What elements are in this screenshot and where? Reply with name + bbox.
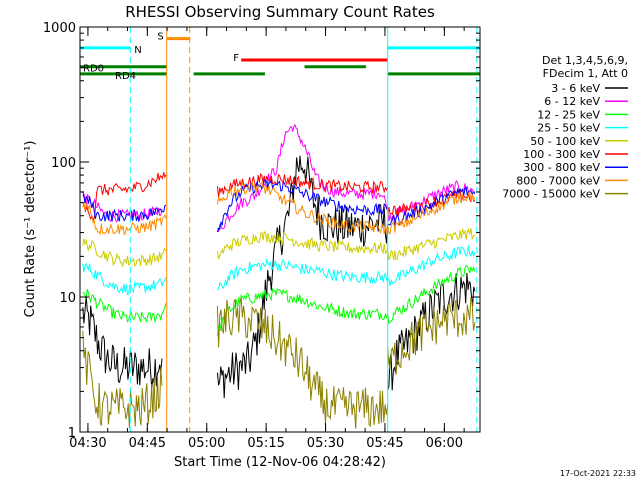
x-tick-label-1: 04:45	[129, 436, 166, 451]
series-50-100-kev-segment-2	[387, 227, 476, 261]
annotation-rd4-label: RD4	[115, 71, 136, 82]
legend-header-1: FDecim 1, Att 0	[543, 67, 628, 80]
x-tick-label-6: 06:00	[426, 436, 463, 451]
x-tick-label-4: 05:30	[307, 436, 344, 451]
annotation-layer: N S F RD0 RD4	[80, 27, 480, 432]
series-12-25-kev-segment-0	[82, 289, 167, 324]
x-tick-label-3: 05:15	[247, 436, 284, 451]
legend-label-100-300-kev: 100 - 300 keV	[523, 148, 600, 161]
series-12-25-kev-segment-1	[216, 288, 389, 336]
chart-title: RHESSI Observing Summary Count Rates	[125, 3, 435, 21]
axes: 04:30 04:45 05:00 05:15 05:30 05:45 06:00 1 10 10…	[23, 21, 481, 451]
series-50-100-kev-segment-0	[82, 238, 167, 268]
annotation-f-label: F	[233, 53, 239, 64]
y-tick-label-0: 1	[68, 426, 76, 441]
x-axis-label: Start Time (12-Nov-06 04:28:42)	[174, 455, 386, 470]
series-7000-15000-kev-segment-0	[82, 330, 163, 428]
series-3-6-kev-segment-0	[82, 295, 163, 389]
plot-area	[82, 123, 476, 429]
series-3-6-kev-segment-1	[216, 155, 389, 399]
series-6-12-kev-segment-1	[216, 123, 389, 233]
plot-frame	[79, 26, 481, 433]
y-tick-label-1: 10	[59, 291, 76, 306]
y-axis-label: Count Rate (s⁻¹ detector⁻¹)	[23, 141, 38, 318]
series-7000-15000-kev-segment-1	[216, 297, 389, 429]
series-25-50-kev-segment-2	[387, 245, 476, 287]
annotation-s-label: S	[157, 32, 163, 43]
legend-label-7000-15000-kev: 7000 - 15000 keV	[502, 188, 600, 201]
series-300-800-kev-segment-0	[82, 191, 167, 223]
y-tick-label-3: 1000	[43, 21, 76, 36]
annotation-rd0-label: RD0	[83, 64, 104, 75]
series-7000-15000-kev-segment-2	[387, 297, 476, 375]
series-25-50-kev-segment-1	[217, 257, 389, 291]
series-300-800-kev-segment-1	[216, 178, 389, 233]
legend-label-50-100-kev: 50 - 100 keV	[530, 135, 600, 148]
series-3-6-kev-segment-2	[387, 272, 476, 391]
series-800-7000-kev-segment-1	[216, 181, 389, 234]
footer-date: 17-Oct-2021 22:33	[560, 469, 636, 478]
legend-label-25-50-kev: 25 - 50 keV	[537, 122, 600, 135]
legend-label-300-800-kev: 300 - 800 keV	[523, 161, 600, 174]
series-25-50-kev-segment-0	[82, 262, 167, 296]
legend: Det 1,3,4,5,6,9,FDecim 1, Att 0 3 - 6 keV…	[502, 54, 628, 201]
series-800-7000-kev-segment-0	[82, 202, 167, 236]
legend-label-800-7000-kev: 800 - 7000 keV	[516, 174, 600, 187]
series-50-100-kev-segment-1	[216, 230, 389, 260]
series-800-7000-kev-segment-2	[387, 190, 476, 235]
x-tick-label-5: 05:45	[366, 436, 403, 451]
y-tick-label-2: 100	[51, 156, 76, 171]
x-tick-label-0: 04:30	[69, 436, 106, 451]
legend-label-6-12-kev: 6 - 12 keV	[544, 95, 600, 108]
legend-label-12-25-kev: 12 - 25 keV	[537, 108, 600, 121]
series-12-25-kev-segment-2	[387, 264, 476, 325]
legend-header-0: Det 1,3,4,5,6,9,	[542, 54, 628, 67]
series-300-800-kev-segment-2	[387, 186, 476, 226]
series-100-300-kev-segment-0	[82, 172, 167, 222]
x-tick-label-2: 05:00	[188, 436, 225, 451]
annotation-n-label: N	[134, 45, 141, 56]
legend-label-3-6-kev: 3 - 6 keV	[551, 82, 600, 95]
